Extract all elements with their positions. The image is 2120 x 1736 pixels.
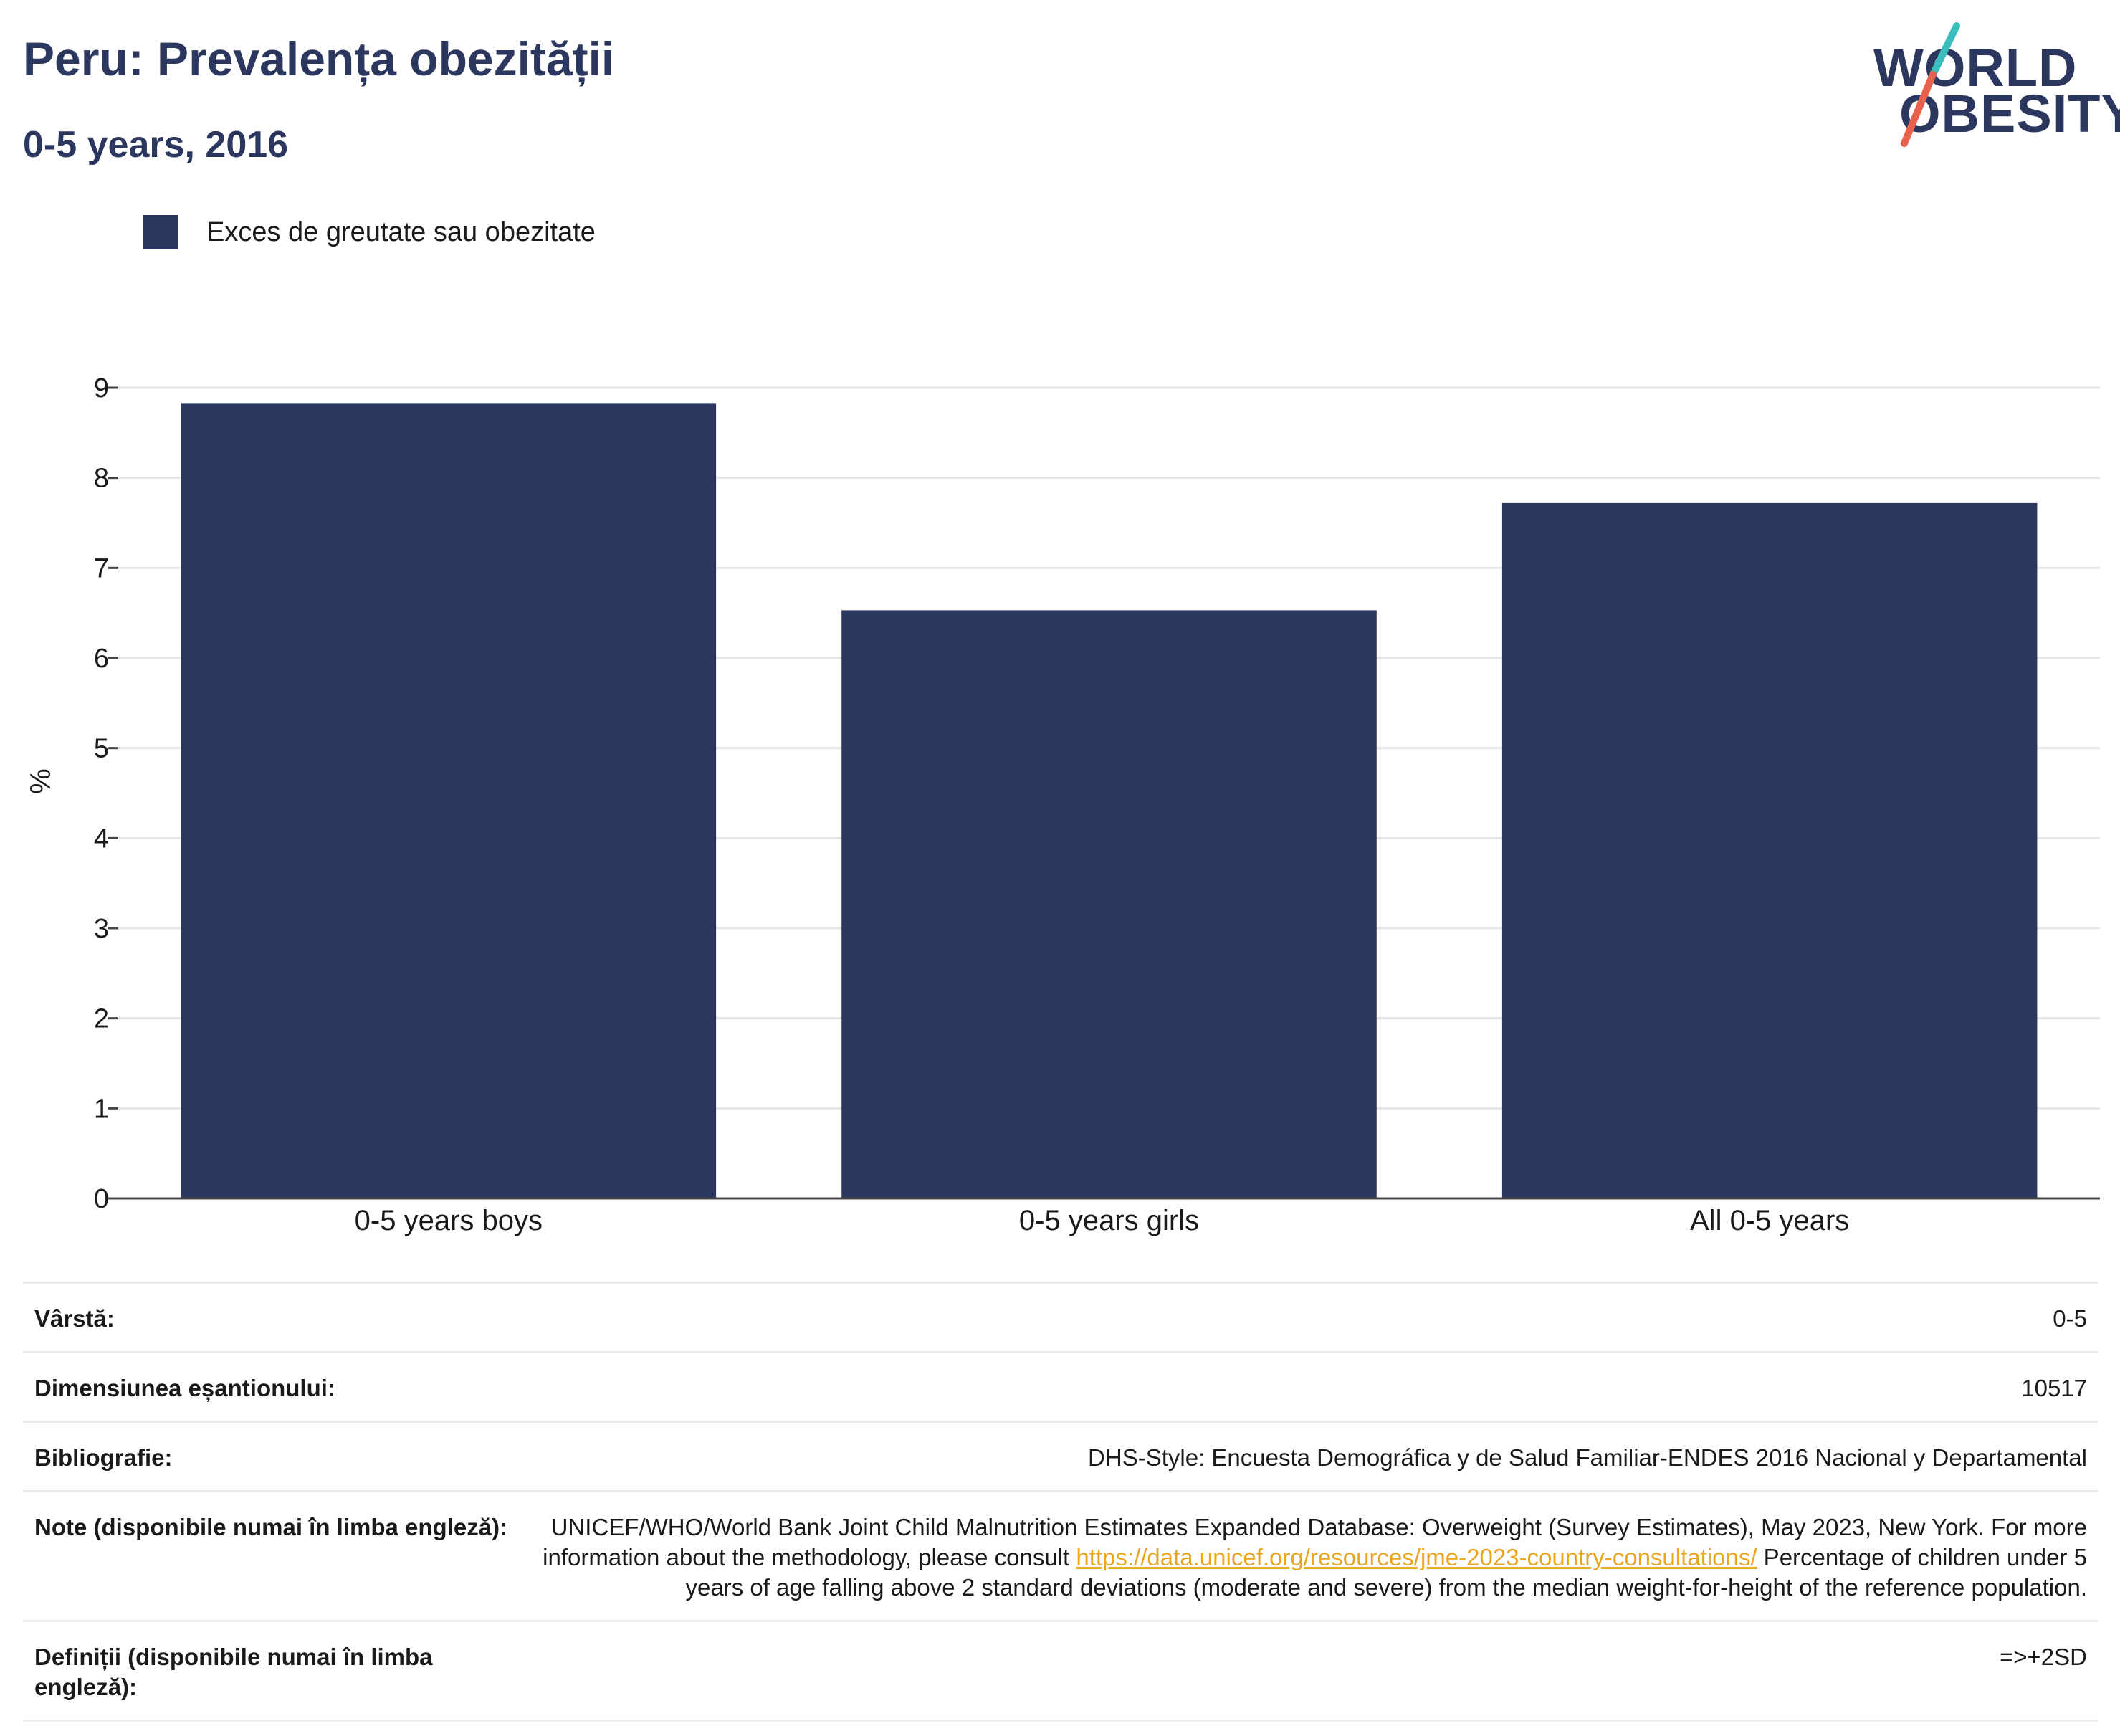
info-row-notes: Note (disponibile numai în limba engleză… [23,1492,2098,1622]
axes: 0 1 2 3 4 5 6 7 8 9 0-5 years boys 0-5 years girls A… [25,373,2100,1236]
bibliography-label: Bibliografie: [34,1444,173,1471]
bar-chart: 0 1 2 3 4 5 6 7 8 9 0-5 years boys 0-5 years girls A… [25,373,2100,1236]
sample-size-label: Dimensiunea eșantionului: [34,1375,335,1401]
page-subtitle: 0-5 years, 2016 [23,124,289,166]
page-title: Peru: Prevalența obezității [23,32,615,85]
bar [1501,502,2038,1198]
sample-size-value: 10517 [2021,1375,2087,1401]
y-tick-label: 6 [94,644,109,674]
notes-value: UNICEF/WHO/World Bank Joint Child Malnut… [536,1512,2087,1603]
x-tick-label: 0-5 years boys [355,1205,543,1236]
y-tick-label: 7 [94,553,109,583]
world-obesity-logo: WORLD OBESITY [1871,22,2120,151]
logo-slash-icon [1901,22,1960,147]
definitions-value: =>+2SD [1999,1644,2087,1670]
y-tick-label: 0 [94,1184,109,1214]
y-tick-label: 5 [94,734,109,764]
definitions-label: Definiții (disponibile numai în limba en… [34,1644,433,1700]
info-row-sample-size: Dimensiunea eșantionului: 10517 [23,1353,2098,1423]
y-axis-label: % [25,768,57,794]
info-row-definitions: Definiții (disponibile numai în limba en… [23,1622,2098,1722]
x-tick-label: All 0-5 years [1690,1205,1849,1236]
chart-legend: Exces de greutate sau obezitate [143,215,596,249]
y-tick-label: 9 [94,373,109,404]
age-label: Vârstă: [34,1305,115,1332]
notes-text-before: UNICEF/WHO/World Bank Joint Child Malnut… [543,1514,2087,1570]
bar [181,403,717,1199]
y-tick-label: 2 [94,1004,109,1034]
x-tick-label: 0-5 years girls [1019,1205,1199,1236]
notes-text-after: Percentage of children under 5 years of … [685,1544,2088,1601]
y-tick-label: 4 [94,824,109,854]
y-tick-label: 3 [94,914,109,944]
legend-swatch [143,215,178,249]
notes-label: Note (disponibile numai în limba engleză… [34,1514,508,1540]
bar [841,610,1377,1198]
legend-label: Exces de greutate sau obezitate [206,216,596,247]
logo-line2: OBESITY [1899,84,2120,143]
info-row-bibliography: Bibliografie: DHS-Style: Encuesta Demogr… [23,1423,2098,1492]
y-tick-label: 1 [94,1094,109,1124]
info-row-age: Vârstă: 0-5 [23,1284,2098,1353]
bars [181,403,2038,1199]
bibliography-value: DHS-Style: Encuesta Demográfica y de Sal… [1088,1444,2087,1471]
info-table: Vârstă: 0-5 Dimensiunea eșantionului: 10… [23,1282,2098,1722]
logo-line1: WORLD [1873,38,2078,97]
age-value: 0-5 [2053,1305,2087,1332]
notes-link[interactable]: https://data.unicef.org/resources/jme-20… [1076,1544,1757,1570]
y-tick-label: 8 [94,464,109,494]
